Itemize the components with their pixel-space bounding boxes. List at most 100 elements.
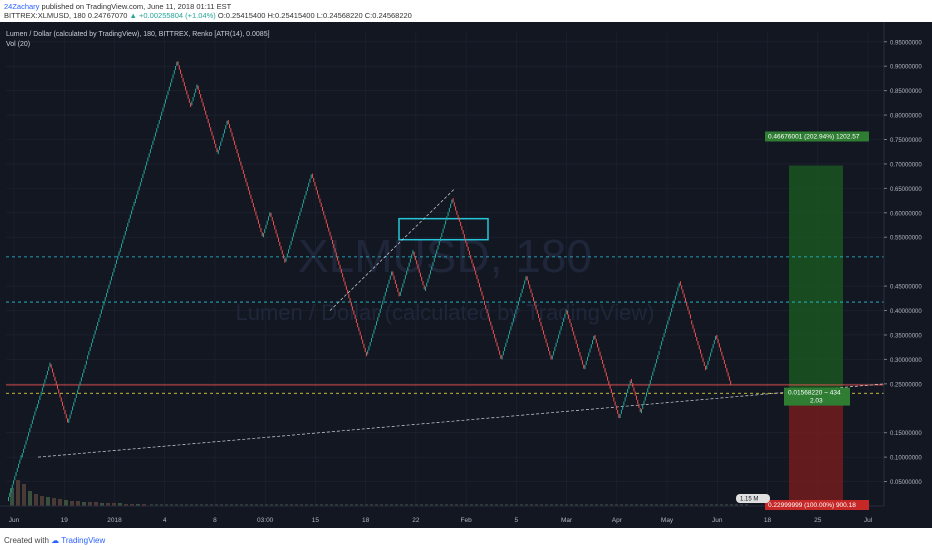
volume-bar bbox=[130, 504, 134, 506]
author-link[interactable]: 24Zachary bbox=[4, 2, 40, 11]
symbol-label: BITTREX:XLMUSD, 180 bbox=[4, 11, 86, 20]
renko-brick bbox=[653, 367, 655, 372]
renko-brick bbox=[517, 301, 519, 306]
renko-brick bbox=[589, 348, 591, 353]
renko-brick bbox=[683, 293, 685, 298]
renko-brick bbox=[121, 243, 123, 248]
renko-brick bbox=[643, 400, 645, 405]
volume-bar bbox=[10, 488, 14, 506]
renko-brick bbox=[95, 326, 97, 331]
renko-brick bbox=[684, 297, 686, 302]
volume-bar bbox=[705, 504, 708, 506]
renko-brick bbox=[363, 343, 365, 348]
renko-brick bbox=[203, 106, 205, 111]
renko-brick bbox=[360, 335, 362, 340]
renko-brick bbox=[161, 111, 163, 116]
renko-brick bbox=[13, 480, 15, 485]
volume-bar bbox=[136, 504, 140, 506]
renko-brick bbox=[156, 128, 158, 133]
renko-brick bbox=[325, 219, 327, 224]
renko-brick bbox=[711, 348, 713, 353]
renko-brick bbox=[210, 127, 212, 132]
renko-brick bbox=[647, 388, 649, 393]
renko-brick bbox=[461, 225, 463, 231]
renko-brick bbox=[620, 409, 622, 414]
chart-area[interactable]: XLMUSD, 180 Lumen / Dollar (calculated b… bbox=[0, 22, 932, 528]
rising-trendline[interactable] bbox=[329, 188, 456, 311]
volume-bar bbox=[310, 504, 313, 506]
renko-brick bbox=[195, 88, 197, 93]
renko-brick bbox=[471, 259, 473, 264]
volume-bar bbox=[670, 504, 673, 506]
watermark-name: Lumen / Dollar (calculated by TradingVie… bbox=[235, 300, 654, 325]
renko-brick bbox=[549, 351, 551, 356]
renko-brick bbox=[75, 393, 77, 399]
x-tick-label: 22 bbox=[412, 517, 420, 524]
renko-brick bbox=[404, 275, 406, 280]
volume-bar bbox=[445, 504, 448, 506]
renko-brick bbox=[299, 211, 301, 216]
renko-brick bbox=[25, 440, 27, 445]
renko-brick bbox=[590, 344, 592, 349]
volume-bar bbox=[540, 504, 543, 506]
renko-brick bbox=[122, 239, 124, 244]
renko-brick bbox=[340, 269, 342, 274]
renko-brick bbox=[124, 231, 126, 236]
support-trendline[interactable] bbox=[37, 383, 885, 458]
renko-brick bbox=[658, 350, 660, 356]
renko-brick bbox=[50, 364, 52, 369]
loss-zone[interactable] bbox=[789, 393, 843, 506]
renko-brick bbox=[569, 318, 571, 323]
y-tick-label: 0.10000000 bbox=[890, 456, 922, 462]
renko-brick bbox=[585, 360, 587, 366]
volume-bar bbox=[725, 504, 728, 506]
renko-brick bbox=[164, 99, 166, 104]
renko-brick bbox=[379, 308, 381, 313]
renko-brick bbox=[426, 282, 428, 287]
volume-bar bbox=[142, 504, 146, 506]
renko-brick bbox=[447, 212, 449, 217]
renko-brick bbox=[357, 322, 359, 328]
volume-bar bbox=[650, 504, 653, 506]
renko-chart[interactable]: XLMUSD, 180 Lumen / Dollar (calculated b… bbox=[0, 22, 932, 528]
volume-bar bbox=[550, 504, 553, 506]
renko-brick bbox=[303, 199, 305, 204]
renko-brick bbox=[495, 338, 497, 343]
renko-brick bbox=[369, 342, 371, 347]
position-zones[interactable] bbox=[398, 165, 843, 506]
renko-brick bbox=[289, 245, 291, 250]
change-value: +0.00255804 (+1.04%) bbox=[139, 11, 216, 20]
renko-brick bbox=[651, 375, 653, 380]
renko-brick bbox=[183, 82, 185, 87]
renko-brick bbox=[554, 346, 556, 352]
tradingview-link[interactable]: TradingView bbox=[61, 536, 106, 545]
volume-bar bbox=[118, 503, 122, 506]
renko-brick bbox=[296, 220, 298, 225]
renko-brick bbox=[354, 314, 356, 319]
renko-brick bbox=[8, 496, 9, 502]
renko-brick bbox=[595, 339, 597, 344]
renko-brick bbox=[343, 277, 345, 282]
renko-brick bbox=[49, 362, 51, 367]
renko-brick bbox=[615, 405, 617, 410]
renko-brick bbox=[87, 355, 89, 360]
renko-brick bbox=[697, 341, 699, 346]
x-tick-label: Mar bbox=[561, 517, 573, 524]
renko-brick bbox=[107, 288, 109, 293]
renko-brick bbox=[494, 333, 496, 339]
resistance-box[interactable] bbox=[398, 217, 489, 241]
profit-zone[interactable] bbox=[789, 165, 843, 394]
renko-brick bbox=[679, 281, 681, 286]
volume-bar bbox=[620, 504, 623, 506]
price-axis[interactable]: 0.95000000 0.90000000 0.85000000 0.80000000… bbox=[883, 22, 932, 528]
renko-brick bbox=[377, 317, 379, 322]
renko-brick bbox=[109, 280, 111, 285]
volume-bar bbox=[520, 504, 523, 506]
renko-brick bbox=[271, 216, 273, 222]
time-axis[interactable]: Jun 19 2018 4 8 03:00 15 18 22 Feb 5 Mar Apr May Jun 18… bbox=[0, 505, 884, 528]
volume-bar bbox=[560, 504, 563, 506]
renko-brick bbox=[427, 278, 429, 283]
y-tick-label: 0.55000000 bbox=[890, 236, 922, 242]
trend-lines[interactable] bbox=[37, 188, 885, 458]
renko-brick bbox=[77, 389, 79, 394]
